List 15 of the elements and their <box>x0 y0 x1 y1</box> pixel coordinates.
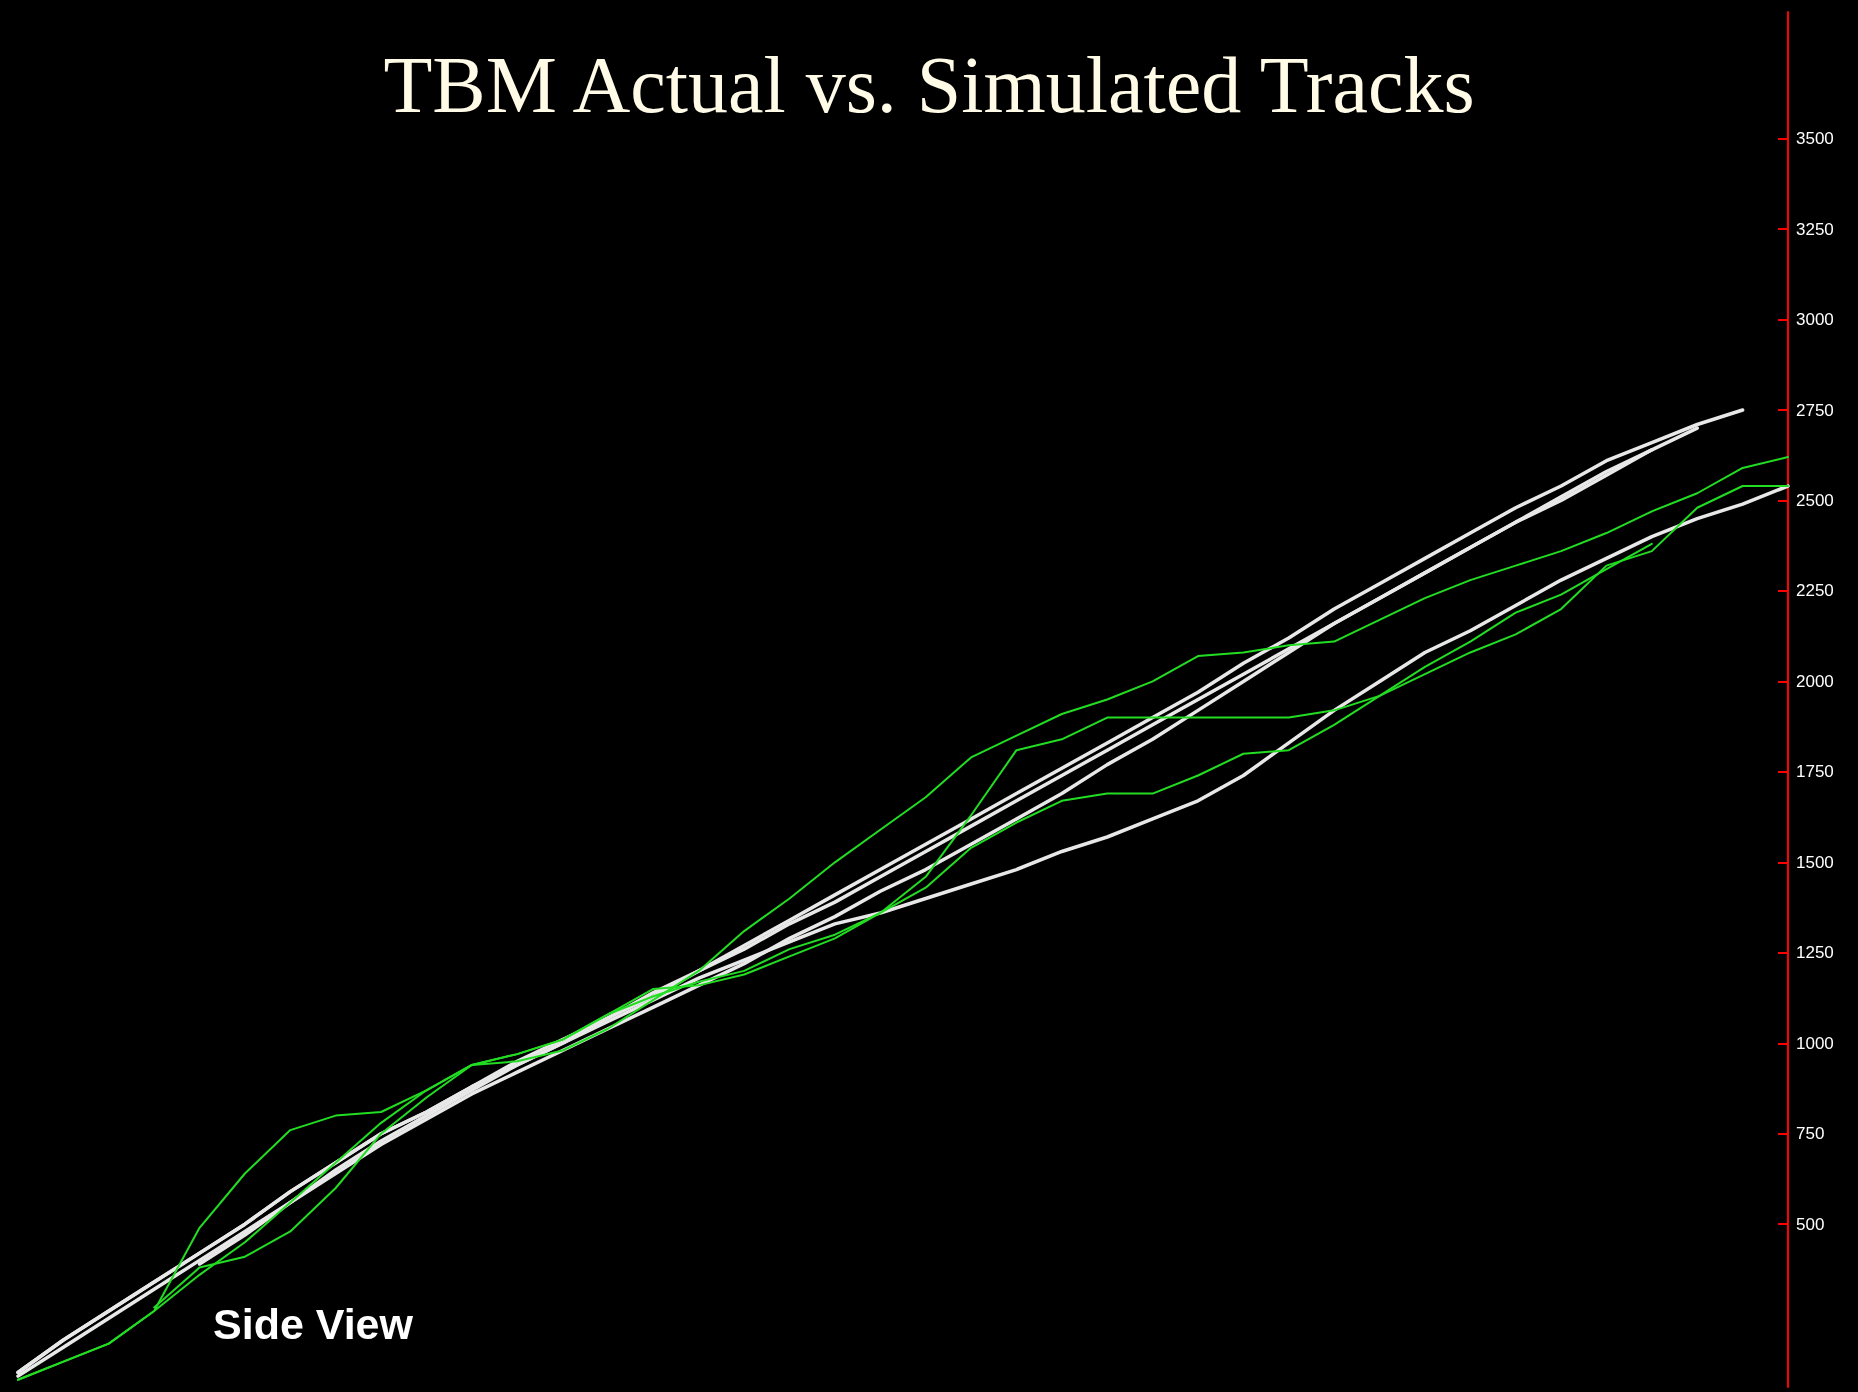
y-tick-label: 2000 <box>1796 671 1834 691</box>
y-tick-label: 2500 <box>1796 490 1834 510</box>
y-tick-label: 3250 <box>1796 219 1834 239</box>
y-tick-label: 3500 <box>1796 129 1834 149</box>
y-tick-label: 1000 <box>1796 1033 1834 1053</box>
y-tick-label: 750 <box>1796 1124 1825 1144</box>
y-tick-label: 2250 <box>1796 581 1834 601</box>
chart-title: TBM Actual vs. Simulated Tracks <box>383 41 1475 129</box>
annotation: Side View <box>213 1299 414 1348</box>
y-tick-label: 3000 <box>1796 310 1834 330</box>
y-tick-label: 2750 <box>1796 400 1834 420</box>
y-tick-label: 1500 <box>1796 852 1834 872</box>
y-tick-label: 1750 <box>1796 762 1834 782</box>
y-tick-label: 500 <box>1796 1214 1825 1234</box>
y-tick-label: 1250 <box>1796 943 1834 963</box>
